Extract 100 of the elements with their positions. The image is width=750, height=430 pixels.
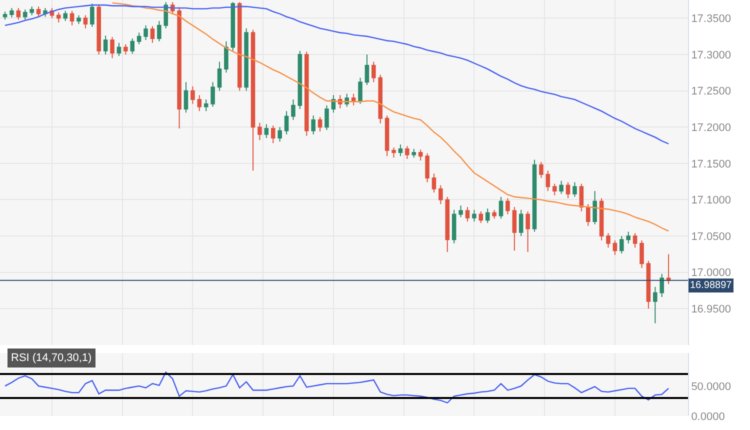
candlestick: [506, 198, 510, 215]
candlestick: [324, 104, 329, 131]
candlestick: [22, 8, 28, 20]
candlestick: [405, 145, 410, 160]
candlestick: [190, 86, 195, 104]
candlestick: [56, 12, 61, 24]
candlestick: [278, 126, 282, 142]
candlestick: [566, 182, 570, 199]
candlestick: [224, 40, 228, 74]
candlestick: [512, 206, 517, 252]
y-tick-label: 17.2000: [691, 122, 731, 134]
candlestick: [284, 110, 289, 135]
candlestick: [197, 94, 202, 112]
candlestick: [498, 196, 504, 220]
candlestick: [2, 11, 8, 20]
candlestick: [103, 35, 108, 55]
candlestick: [10, 7, 14, 18]
y-tick-label: 17.0500: [691, 230, 731, 243]
candlestick: [378, 74, 382, 124]
candlestick: [264, 124, 269, 138]
candlestick: [230, 2, 236, 52]
candlestick: [136, 32, 142, 45]
candlestick: [532, 159, 537, 232]
candlestick: [552, 183, 557, 196]
candlestick: [579, 183, 584, 212]
candlestick: [640, 240, 644, 269]
candlestick: [465, 206, 470, 222]
candlestick: [331, 94, 336, 114]
candlestick: [70, 10, 74, 26]
candlestick: [250, 29, 256, 172]
candlestick: [83, 14, 88, 29]
y-tick-label: 17.2500: [691, 86, 731, 98]
candlestick: [244, 28, 248, 92]
line-series: [112, 2, 670, 232]
candlestick: [144, 24, 148, 40]
candlestick: [96, 4, 101, 55]
candlestick: [559, 180, 564, 194]
candlestick: [204, 99, 208, 112]
candlestick: [458, 205, 463, 218]
candlestick: [177, 6, 182, 130]
candlestick: [270, 125, 276, 144]
y-tick-label: 17.1000: [691, 194, 731, 207]
candlestick: [298, 50, 302, 110]
candlestick: [110, 36, 114, 59]
y-tick-label: 17.3000: [691, 49, 731, 62]
candlestick: [237, 2, 242, 92]
candlestick: [258, 122, 262, 141]
candlestick: [518, 209, 524, 237]
candlestick: [210, 82, 215, 108]
candlestick: [358, 77, 362, 104]
candlestick: [572, 182, 577, 198]
candlestick: [492, 209, 496, 220]
candlestick: [304, 51, 309, 136]
candlestick: [412, 148, 416, 158]
candlestick: [90, 3, 94, 28]
candlestick: [351, 93, 356, 106]
candlestick: [124, 44, 128, 55]
candlestick: [30, 6, 34, 16]
candlestick: [392, 146, 396, 158]
y-tick-label: 50.0000: [691, 380, 731, 393]
candlestick: [418, 149, 423, 162]
candlestick: [445, 196, 450, 253]
candlestick: [620, 236, 624, 254]
candlestick: [116, 42, 122, 56]
candlestick: [666, 254, 671, 284]
candlestick: [653, 286, 658, 324]
candlestick: [372, 61, 376, 83]
candlestick: [539, 161, 544, 178]
candlestick: [632, 232, 638, 248]
candlestick: [398, 144, 403, 157]
candlestick: [526, 210, 530, 253]
candlestick: [217, 61, 222, 92]
candlestick: [592, 190, 597, 225]
candlestick: [16, 7, 21, 20]
candlestick: [586, 204, 590, 226]
candlestick: [364, 54, 370, 86]
candlestick: [311, 114, 316, 135]
candlestick: [599, 198, 604, 241]
candlestick: [612, 240, 618, 256]
candlestick: [318, 116, 322, 132]
candlestick: [76, 14, 81, 24]
candlestick: [384, 114, 390, 157]
line-series: [4, 4, 670, 144]
y-tick-label: 17.3500: [691, 13, 731, 26]
candlestick: [626, 231, 630, 244]
candlestick: [291, 99, 296, 120]
chart-title: RSI (14,70,30,1): [11, 352, 92, 364]
y-tick-label: 17.0000: [691, 267, 731, 280]
y-tick-label: 16.9500: [691, 304, 731, 316]
candlestick: [130, 38, 135, 54]
y-tick-label: 17.1500: [691, 158, 731, 170]
candlestick: [150, 26, 155, 44]
candlestick: [485, 208, 490, 224]
candlestick: [157, 20, 162, 42]
candlestick: [438, 184, 443, 205]
candlestick: [478, 210, 484, 224]
candlestick: [606, 232, 610, 248]
candlestick: [646, 260, 651, 310]
ref-line-label: 16.98897: [690, 280, 732, 291]
y-tick-label: 0.0000: [691, 410, 725, 423]
